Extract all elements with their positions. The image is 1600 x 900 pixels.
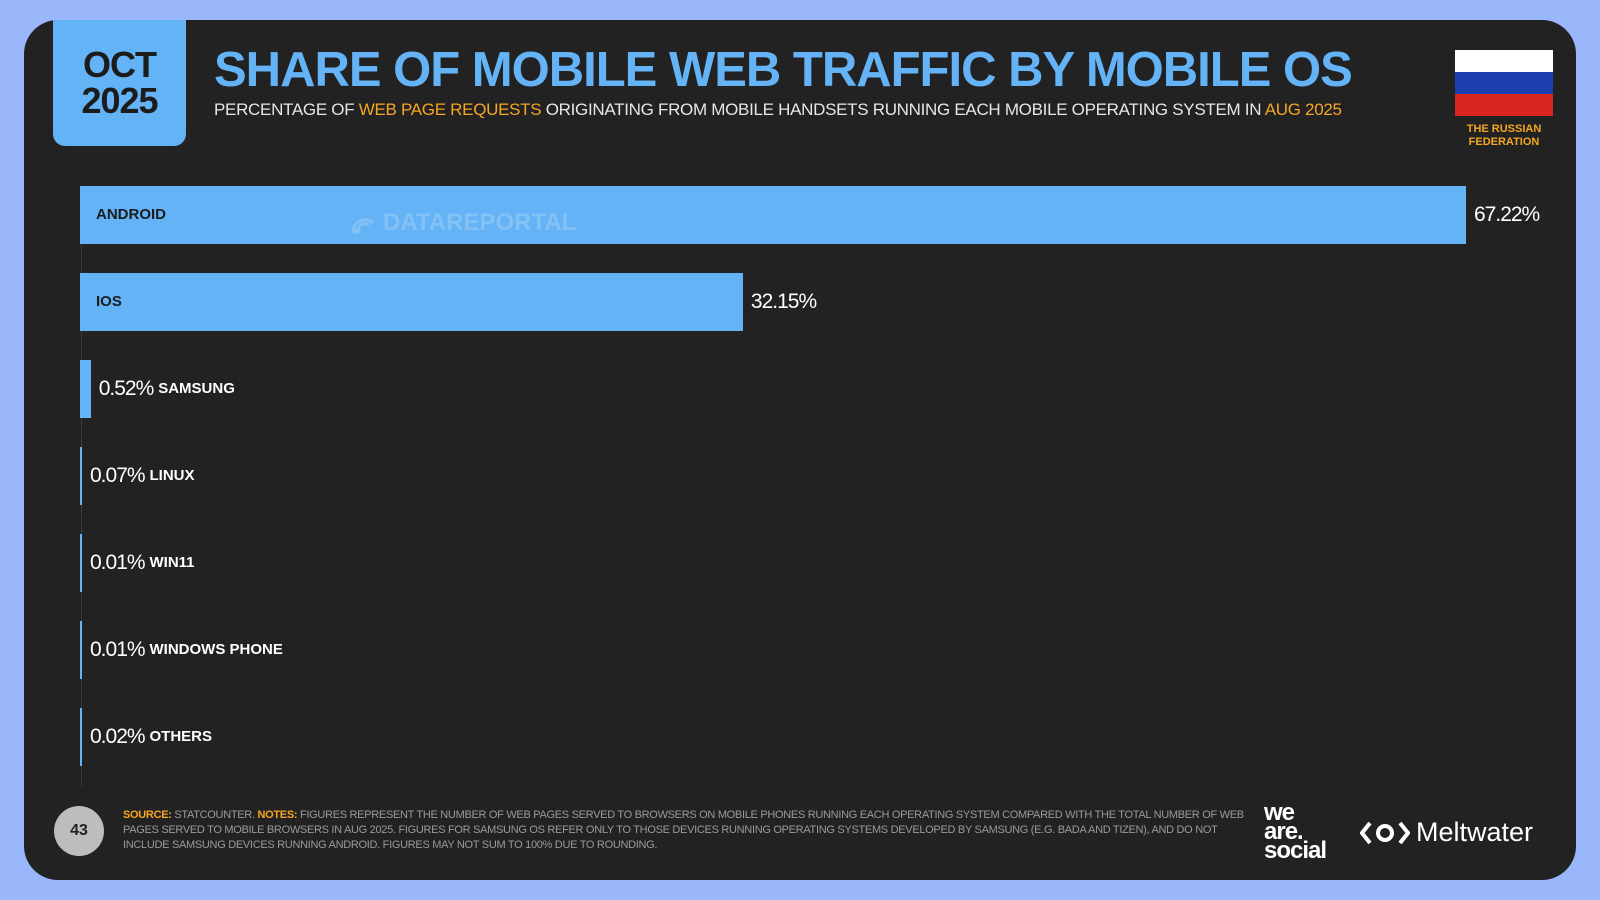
country-label: THE RUSSIAN FEDERATION — [1439, 123, 1569, 149]
date-year: 2025 — [81, 80, 158, 121]
slide: OCT 2025 SHARE OF MOBILE WEB TRAFFIC BY … — [24, 20, 1576, 880]
date-badge: OCT 2025 — [53, 20, 186, 146]
logo-line-2: are. — [1264, 818, 1304, 845]
bar-linux — [80, 447, 82, 505]
subtitle-text-2: ORIGINATING FROM MOBILE HANDSETS RUNNING… — [541, 100, 1265, 119]
bar-samsung — [80, 360, 91, 418]
subtitle-highlight-1: WEB PAGE REQUESTS — [358, 100, 542, 119]
logo-line-1: we — [1264, 799, 1295, 826]
category-label: WINDOWS PHONE — [149, 641, 283, 658]
value-label: 0.07% — [90, 464, 146, 487]
meltwater-icon — [1360, 821, 1410, 844]
meltwater-text: Meltwater — [1416, 817, 1534, 847]
category-label: IOS — [96, 293, 122, 310]
value-label: 67.22% — [1474, 203, 1540, 226]
value-label: 0.01% — [90, 551, 146, 574]
bar-chart: 67.22% ANDROID 32.15% IOS 0.52% SAMSUNG 0.07% L… — [24, 20, 1576, 810]
bar-android — [80, 186, 1466, 244]
watermark-text: DATAREPORTAL — [383, 209, 577, 236]
category-label: OTHERS — [149, 728, 213, 745]
subtitle-highlight-2: AUG 2025 — [1264, 100, 1342, 119]
source-notes: SOURCE: STATCOUNTER. NOTES: FIGURES REPR… — [123, 808, 1263, 853]
category-label: ANDROID — [96, 206, 166, 223]
logo-line-3: social — [1264, 837, 1327, 864]
value-label: 32.15% — [750, 290, 817, 313]
bar-ios — [80, 273, 743, 331]
flag-stripe-red — [1455, 94, 1553, 116]
page-number: 43 — [54, 806, 104, 856]
page-subtitle: PERCENTAGE OF WEB PAGE REQUESTS ORIGINAT… — [214, 100, 1342, 120]
country-label-line1: THE RUSSIAN — [1466, 123, 1542, 135]
value-label: 0.52% — [98, 377, 155, 400]
date-month: OCT — [83, 44, 157, 85]
bar-windows-phone — [80, 621, 82, 679]
we-are-social-logo: we are. social — [1264, 799, 1327, 864]
notes-text: FIGURES REPRESENT THE NUMBER OF WEB PAGE… — [123, 809, 1244, 851]
subtitle-text-1: PERCENTAGE OF — [214, 100, 359, 119]
watermark: DATAREPORTAL — [349, 209, 576, 237]
value-label: 0.01% — [90, 638, 146, 661]
value-label: 0.02% — [90, 725, 146, 748]
category-label: WIN11 — [149, 554, 195, 571]
source-label: SOURCE: — [123, 809, 172, 821]
bar-win11 — [80, 534, 82, 592]
category-label: LINUX — [149, 467, 195, 484]
datareportal-icon — [351, 218, 375, 234]
flag-stripe-white — [1455, 50, 1553, 72]
bar-others — [80, 708, 82, 766]
country-label-line2: FEDERATION — [1468, 136, 1540, 148]
russia-flag-icon — [1455, 50, 1553, 116]
category-label: SAMSUNG — [158, 380, 235, 397]
page-title: SHARE OF MOBILE WEB TRAFFIC BY MOBILE OS — [214, 43, 1353, 97]
source-text: STATCOUNTER. — [171, 809, 258, 821]
flag-stripe-blue — [1455, 72, 1553, 94]
notes-label: NOTES: — [257, 809, 298, 821]
meltwater-logo: Meltwater — [1360, 817, 1533, 848]
